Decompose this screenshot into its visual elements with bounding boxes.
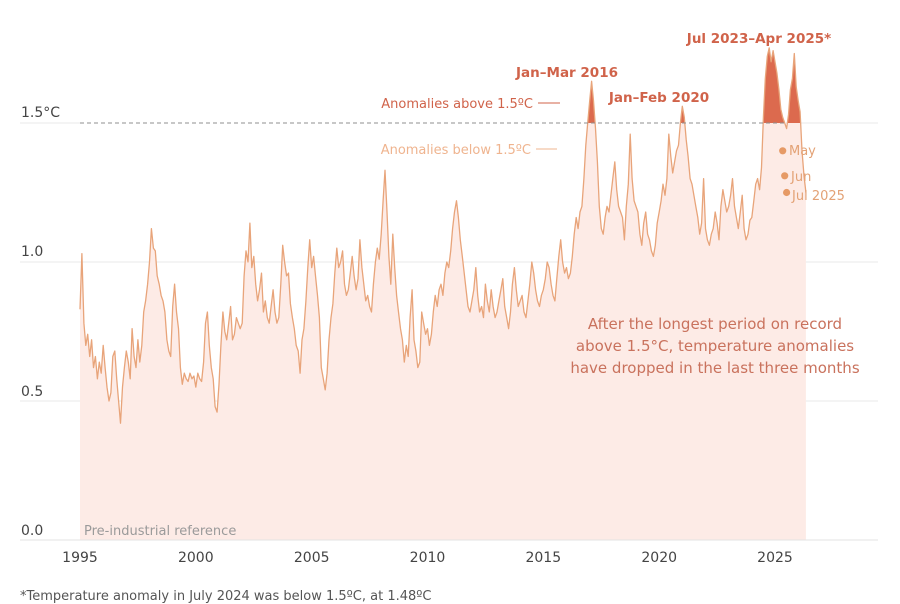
line-layer xyxy=(79,47,807,424)
point-may xyxy=(779,147,787,155)
x-tick-label-2025: 2025 xyxy=(757,550,793,566)
area-fill-below xyxy=(80,47,806,541)
label-may: May xyxy=(789,144,816,159)
y-tick-label-1-0: 1.0 xyxy=(21,244,43,260)
above-threshold-region-0 xyxy=(587,81,596,123)
above-threshold-region-3 xyxy=(787,53,801,123)
annotation-jan-mar-2016: Jan–Mar 2016 xyxy=(515,65,618,81)
x-tick-label-2005: 2005 xyxy=(294,550,330,566)
area-layer xyxy=(80,47,806,541)
x-tick-label-2015: 2015 xyxy=(525,550,561,566)
y-tick-label-0-5: 0.5 xyxy=(21,384,43,400)
legend-above-label: Anomalies above 1.5ºC xyxy=(381,97,533,112)
anomaly-series-line xyxy=(79,47,807,424)
above-threshold-layer xyxy=(587,47,801,123)
x-tick-label-2000: 2000 xyxy=(178,550,214,566)
note-line-2: above 1.5°C, temperature anomalies xyxy=(576,337,854,355)
annotation-jul-2023-apr-2025: Jul 2023–Apr 2025* xyxy=(686,31,831,47)
x-tick-label-2010: 2010 xyxy=(410,550,446,566)
above-threshold-region-2 xyxy=(763,47,785,123)
legend-below-label: Anomalies below 1.5ºC xyxy=(381,143,531,158)
y-tick-label-1-5: 1.5°C xyxy=(21,105,60,121)
y-tick-label-0-0: 0.0 xyxy=(21,523,43,539)
label-jul-2025: Jul 2025 xyxy=(791,189,845,204)
label-jun: Jun xyxy=(790,170,811,185)
x-tick-label-2020: 2020 xyxy=(641,550,677,566)
baseline-label: Pre-industrial reference xyxy=(84,524,236,539)
x-tick-labels: 1995 2000 2005 2010 2015 2020 2025 xyxy=(62,550,793,566)
footnote: *Temperature anomaly in July 2024 was be… xyxy=(20,589,432,604)
point-jun xyxy=(781,172,789,180)
note-line-3: have dropped in the last three months xyxy=(570,359,859,377)
annotation-jan-feb-2020: Jan–Feb 2020 xyxy=(608,90,709,106)
highlighted-points xyxy=(779,147,791,197)
x-tick-label-1995: 1995 xyxy=(62,550,98,566)
note-line-1: After the longest period on record xyxy=(588,315,842,333)
point-jul-2025 xyxy=(783,188,791,197)
